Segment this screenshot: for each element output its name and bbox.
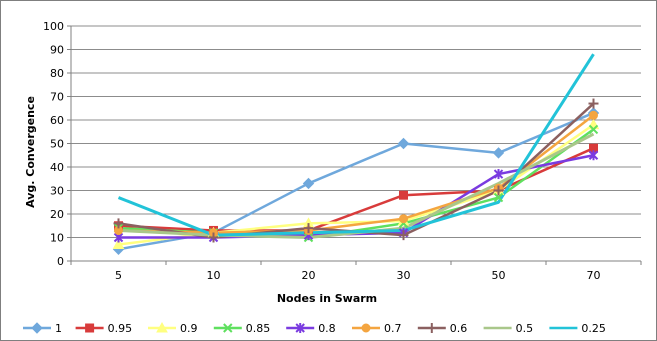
- legend-marker: [361, 323, 371, 333]
- series-markers: [112, 98, 600, 255]
- legend-label: 0.8: [318, 322, 336, 335]
- axes: 0 10 20 30 40 50 60 70 80 90 100 5 10 20 30 50 70: [43, 20, 642, 282]
- y-tick-label: 40: [50, 161, 64, 174]
- data-point-0.6-10: [208, 232, 219, 243]
- data-point-0.7-70: [589, 110, 598, 120]
- legend-item-0.6: 0.6: [417, 322, 468, 335]
- legend-marker: [156, 321, 168, 333]
- legend-marker: [426, 323, 437, 333]
- y-axis-title: Avg. Convergence: [24, 96, 37, 208]
- data-point-0.9-70: [587, 118, 600, 130]
- x-tick-label: 50: [492, 269, 506, 282]
- x-tick-label: 30: [397, 269, 411, 282]
- data-point-1-20: [302, 177, 315, 190]
- legend-label: 0.25: [581, 322, 606, 335]
- data-point-0.7-30: [399, 214, 408, 224]
- data-point-0.6-70: [588, 98, 599, 109]
- legend-item-0.8: 0.8: [286, 322, 336, 335]
- data-point-0.9-5: [112, 238, 125, 250]
- legend-marker: [223, 323, 233, 333]
- data-point-1-30: [397, 137, 410, 150]
- data-point-0.6-20: [303, 223, 314, 234]
- y-tick-label: 70: [50, 91, 64, 104]
- legend-marker: [31, 322, 43, 334]
- legend-label: 0.6: [450, 322, 468, 335]
- data-point-0.95-30: [399, 190, 408, 200]
- data-point-0.85-70: [588, 124, 599, 135]
- data-point-0.8-70: [588, 150, 599, 161]
- y-tick-label: 80: [50, 67, 64, 80]
- series-line-0.95: [118, 147, 595, 232]
- data-point-1-50: [492, 147, 505, 159]
- series-lines: [117, 53, 595, 251]
- x-axis-title: Nodes in Swarm: [277, 292, 377, 305]
- legend-label: 0.9: [180, 322, 198, 335]
- legend-label: 1: [55, 322, 62, 335]
- legend-item-0.25: 0.25: [549, 322, 606, 335]
- legend-item-0.9: 0.9: [148, 321, 198, 335]
- y-tick-label: 100: [43, 20, 64, 33]
- legend-item-0.5: 0.5: [483, 322, 534, 335]
- y-tick-label: 50: [50, 138, 64, 151]
- x-tick-label: 10: [207, 269, 221, 282]
- y-tick-label: 0: [57, 255, 64, 268]
- y-tick-label: 90: [50, 44, 64, 57]
- data-point-0.6-50: [493, 185, 504, 196]
- legend-label: 0.95: [108, 322, 133, 335]
- legend-item-0.85: 0.85: [213, 322, 270, 335]
- legend-item-0.95: 0.95: [75, 322, 133, 335]
- series-line-0.25: [117, 53, 595, 237]
- y-tick-label: 10: [50, 232, 64, 245]
- data-point-0.6-5: [113, 218, 124, 229]
- data-point-0.85-50: [493, 192, 504, 203]
- legend-marker: [295, 323, 305, 333]
- y-tick-label: 60: [50, 114, 64, 127]
- legend: 1 0.95 0.9 0.85 0.8 0.7 0.6 0.5 0.25: [23, 321, 606, 335]
- legend-label: 0.7: [384, 322, 402, 335]
- legend-item-0.7: 0.7: [352, 322, 402, 335]
- x-tick-label: 70: [587, 269, 601, 282]
- data-point-0.6-30: [398, 230, 409, 241]
- y-tick-label: 30: [50, 185, 64, 198]
- y-tick-label: 20: [50, 208, 64, 221]
- x-tick-label: 5: [115, 269, 122, 282]
- legend-marker: [85, 323, 95, 333]
- legend-item-1: 1: [23, 322, 62, 335]
- gridlines: [71, 25, 641, 238]
- legend-label: 0.85: [246, 322, 270, 335]
- legend-label: 0.5: [516, 322, 534, 335]
- x-tick-label: 20: [302, 269, 316, 282]
- data-point-0.8-50: [493, 169, 504, 180]
